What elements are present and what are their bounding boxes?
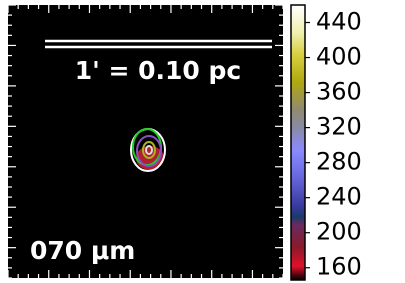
colorbar-tick-label: 320 (316, 113, 362, 141)
colorbar-axis: 160 200 240 280 320 360 400 440 (305, 8, 362, 281)
figure: 1' = 0.10 pc 070 μm 160 200 240 280 320 360 40… (0, 0, 405, 283)
colorbar-tick-label: 200 (316, 218, 362, 246)
colorbar-tick-label: 360 (316, 78, 362, 106)
band-label: 070 μm (30, 236, 135, 265)
colorbar-tick-label: 400 (316, 43, 362, 71)
colorbar-tick-label: 160 (316, 253, 362, 281)
colorbar (291, 5, 305, 280)
scale-label: 1' = 0.10 pc (75, 56, 242, 85)
colorbar-tick-label: 440 (316, 8, 362, 36)
colorbar-tick-label: 240 (316, 183, 362, 211)
source-contours (131, 129, 165, 171)
colorbar-tick-label: 280 (316, 148, 362, 176)
